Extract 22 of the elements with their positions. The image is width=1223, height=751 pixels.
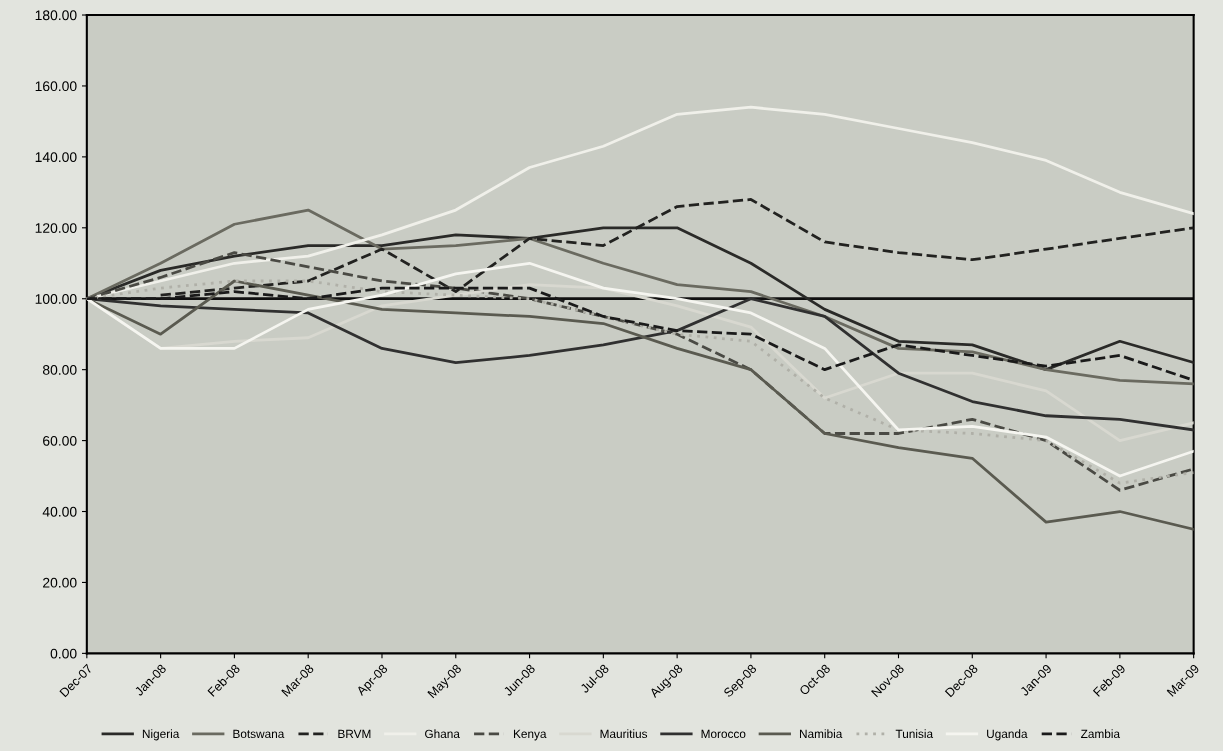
y-tick-label: 80.00 [42,364,77,375]
y-tick-label: 40.00 [42,506,77,517]
y-tick-label: 160.00 [35,81,77,92]
y-tick-label: 120.00 [35,223,77,233]
y-tick-label: 100.00 [35,294,77,304]
y-tick-label: 140.00 [35,152,77,163]
legend-label: Nigeria [142,729,180,741]
legend-label: Morocco [701,729,746,739]
legend-label: Mauritius [600,729,648,739]
legend-label: Botswana [233,729,285,739]
y-tick-label: 180.00 [35,10,77,21]
legend-label: Tunisia [895,729,934,739]
legend-label: BRVM [338,729,371,738]
y-tick-label: 20.00 [43,577,77,588]
line-series [86,208,1194,386]
legend-label: Zambia [1081,729,1121,739]
legend-label: Namibia [799,729,843,739]
y-tick-label: 0.00 [50,648,77,659]
legend-label: Kenya [513,729,547,741]
y-tick-label: 60.00 [43,435,77,446]
legend-label: Uganda [987,729,1028,741]
legend-label: Ghana [425,729,460,739]
